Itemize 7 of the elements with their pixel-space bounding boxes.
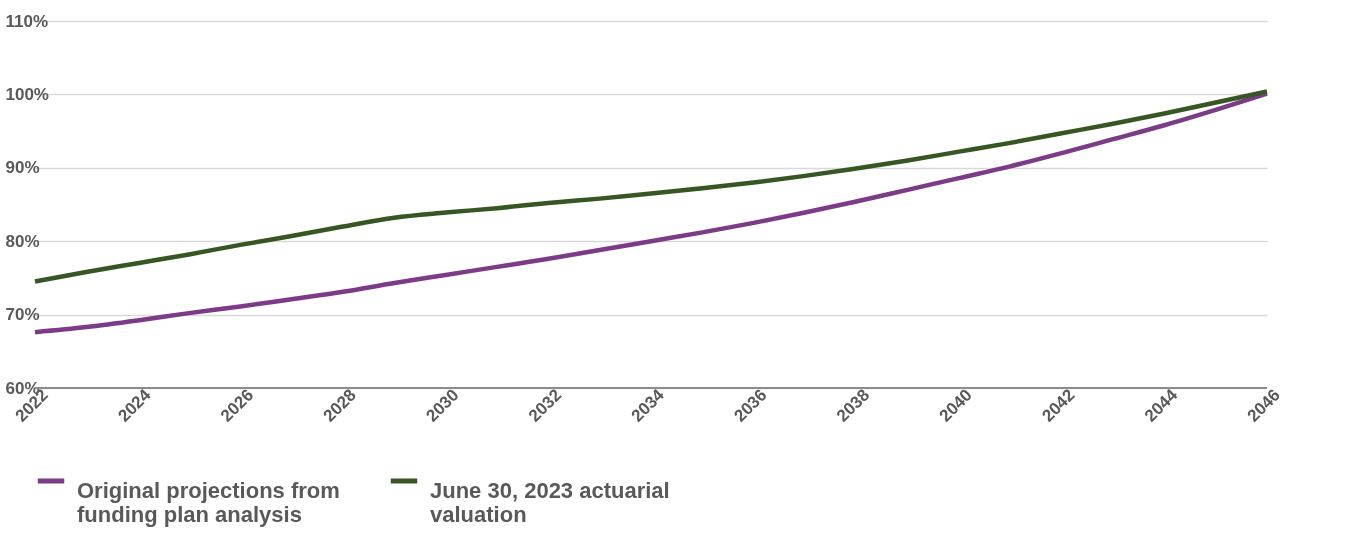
y-tick-label: 70% bbox=[5, 305, 40, 325]
y-tick-label: 80% bbox=[5, 231, 40, 251]
legend-label: Original projections from funding plan analysis bbox=[77, 478, 340, 527]
y-tick-label: 90% bbox=[5, 158, 40, 178]
legend-label: June 30, 2023 actuarial valuation bbox=[430, 478, 670, 527]
y-tick-label: 110% bbox=[5, 11, 49, 31]
y-tick-label: 100% bbox=[5, 84, 49, 104]
